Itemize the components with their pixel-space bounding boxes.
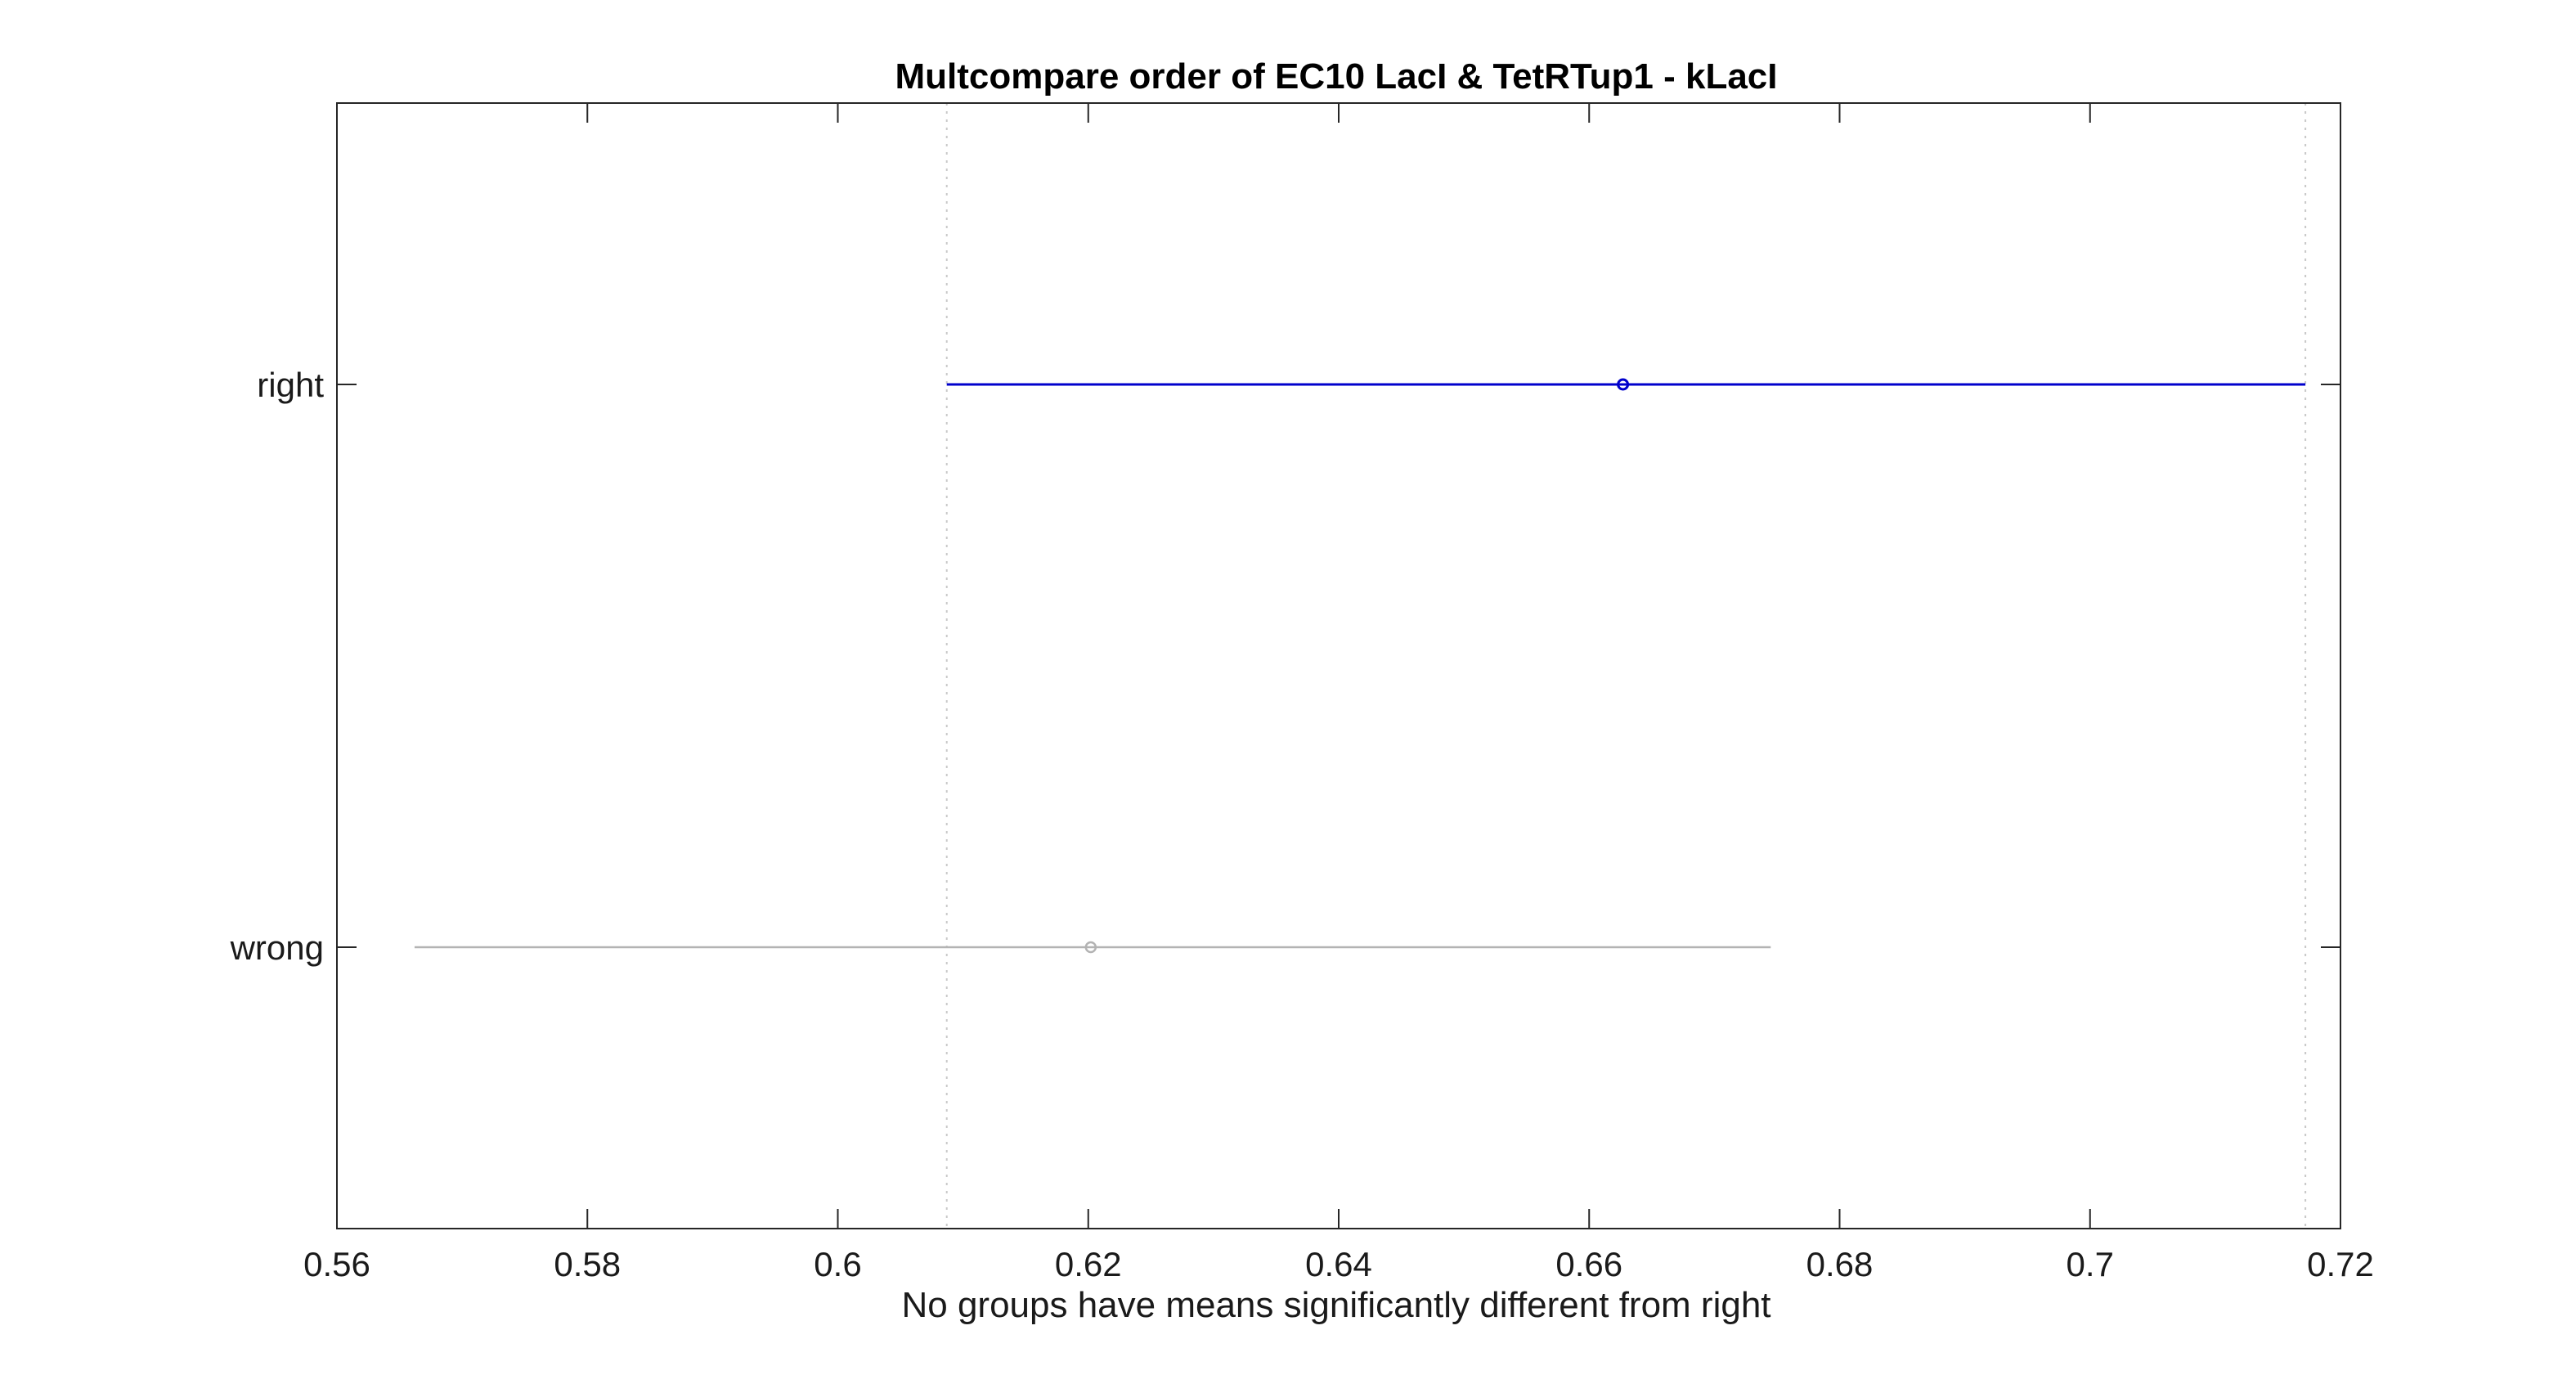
x-tick-label: 0.68 [1806,1245,1874,1283]
x-tick-label: 0.7 [2067,1245,2114,1283]
x-tick-label: 0.62 [1055,1245,1122,1283]
chart-title: Multcompare order of EC10 LacI & TetRTup… [895,56,1777,97]
axis-ticks: 0.56 0.58 0.6 0.62 0.64 0.66 0.68 0.7 0.72 right w… [230,103,2374,1283]
x-tick-label: 0.66 [1555,1245,1622,1283]
x-tick-label: 0.6 [814,1245,861,1283]
y-tick-label: right [257,366,324,404]
x-axis-label: No groups have means significantly diffe… [901,1285,1770,1325]
mean-marker-right [1617,378,1630,391]
x-tick-label: 0.64 [1305,1245,1372,1283]
mean-marker-wrong [1084,941,1097,954]
y-tick-label: wrong [230,928,324,967]
x-tick-label: 0.56 [303,1245,370,1283]
x-tick-label: 0.72 [2307,1245,2374,1283]
x-tick-label: 0.58 [554,1245,621,1283]
interval-series [414,378,2306,954]
